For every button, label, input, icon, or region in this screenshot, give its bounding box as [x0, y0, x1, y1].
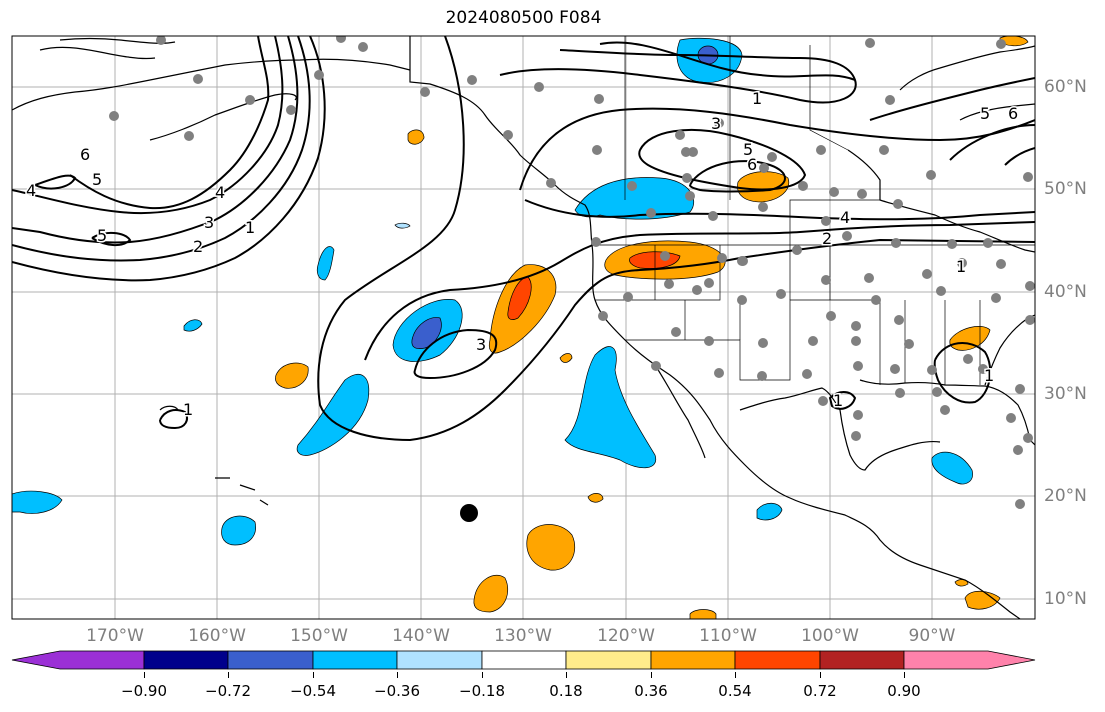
colorbar-tick	[820, 672, 821, 678]
colorbar-label: −0.72	[205, 682, 251, 700]
longitude-label: 110°W	[699, 626, 757, 646]
contour-label: 2	[822, 229, 832, 248]
latitude-label: 10°N	[1044, 589, 1087, 609]
contour-label: 3	[476, 335, 486, 354]
contour-label: 2	[822, 229, 832, 248]
colorbar-segment	[481, 650, 567, 670]
latitude-label: 20°N	[1044, 486, 1087, 506]
contour-label: 4	[840, 208, 850, 227]
colorbar	[11, 650, 1036, 670]
longitude-label: 160°W	[188, 626, 246, 646]
colorbar-label: 0.18	[549, 682, 583, 700]
longitude-label: 130°W	[494, 626, 552, 646]
colorbar-label: 0.90	[887, 682, 921, 700]
contour-label: 1	[956, 257, 966, 276]
colorbar-label: −0.36	[374, 682, 420, 700]
colorbar-segment	[650, 650, 736, 670]
longitude-label: 90°W	[908, 626, 956, 646]
latitude-label: 30°N	[1044, 384, 1087, 404]
contour-label: 4	[26, 181, 36, 200]
colorbar-tick	[651, 672, 652, 678]
colorbar-segment	[227, 650, 314, 670]
colorbar-segment	[396, 650, 483, 670]
latitude-label: 40°N	[1044, 282, 1087, 302]
colorbar-label: 0.72	[803, 682, 837, 700]
colorbar-tick	[735, 672, 736, 678]
longitude-label: 140°W	[392, 626, 450, 646]
contour-label: 5	[980, 104, 990, 123]
colorbar-tick	[144, 672, 145, 678]
contour-label: 5	[97, 226, 107, 245]
colorbar-label: −0.18	[459, 682, 505, 700]
contour-labels: 6 5 4 5 4 3 2 1 2 3 1 3 5 6 4 2 1 1 1 1 …	[25, 88, 1020, 421]
colorbar-segment	[11, 650, 145, 670]
contour-label: 3	[204, 213, 214, 232]
colorbar-label: 0.36	[634, 682, 668, 700]
contour-label: 2	[193, 237, 203, 256]
negative-anomaly-shading	[12, 37, 973, 546]
colorbar-segment	[565, 650, 652, 670]
longitude-label: 100°W	[801, 626, 859, 646]
longitude-label: 150°W	[290, 626, 348, 646]
contour-label: 1	[245, 218, 255, 237]
colorbar-segment	[819, 650, 905, 670]
contour-label: 6	[1008, 104, 1018, 123]
colorbar-tick	[482, 672, 483, 678]
colorbar-tick	[313, 672, 314, 678]
latitude-label: 50°N	[1044, 179, 1087, 199]
observation-stations	[109, 36, 1035, 509]
colorbar-tick	[228, 672, 229, 678]
contour-label: 1	[984, 366, 994, 385]
contour-label: 5	[743, 140, 753, 159]
colorbar-label: −0.54	[290, 682, 336, 700]
contour-label: 1	[833, 391, 843, 410]
positive-anomaly-shading	[275, 36, 1029, 619]
colorbar-segment	[312, 650, 398, 670]
contour-label: 1	[752, 89, 762, 108]
colorbar-segment	[903, 650, 1036, 670]
longitude-label: 170°W	[86, 626, 144, 646]
contour-label: 6	[747, 155, 757, 174]
longitude-label: 120°W	[597, 626, 655, 646]
center-marker	[460, 504, 478, 522]
contour-label: 3	[711, 114, 721, 133]
map-frame	[11, 35, 1036, 620]
contour-label: 5	[92, 170, 102, 189]
colorbar-tick	[397, 672, 398, 678]
colorbar-tick	[566, 672, 567, 678]
height-contours	[12, 36, 1035, 442]
contour-label: 4	[215, 183, 225, 202]
colorbar-label: 0.54	[718, 682, 752, 700]
colorbar-segment	[734, 650, 821, 670]
contour-label: 6	[80, 145, 90, 164]
map-title: 2024080500 F084	[445, 8, 602, 28]
state-borders	[595, 36, 1035, 385]
colorbar-label: −0.90	[121, 682, 167, 700]
latitude-label: 60°N	[1044, 77, 1087, 97]
contour-label: 1	[183, 400, 193, 419]
colorbar-tick	[904, 672, 905, 678]
colorbar-segment	[143, 650, 229, 670]
